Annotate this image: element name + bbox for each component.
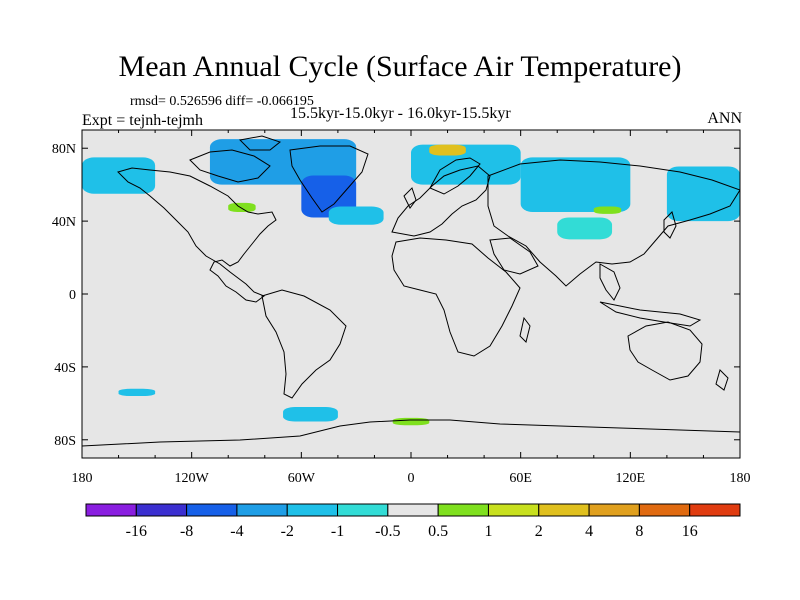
map-background xyxy=(82,130,740,458)
coastline-madagascar xyxy=(519,316,531,343)
coastline-greenland xyxy=(289,145,369,213)
coastline-japan xyxy=(663,211,677,239)
coastline-indonesia xyxy=(599,301,702,327)
period-label: 15.5kyr-15.0kyr - 16.0kyr-15.5kyr xyxy=(290,105,511,122)
colorbar-label-5: -0.5 xyxy=(375,523,400,540)
x-tick-label-5: 120E xyxy=(616,471,646,486)
anomaly-region-8 xyxy=(228,202,256,212)
y-tick-label-1: 40N xyxy=(52,215,76,230)
colorbar-box-2 xyxy=(186,503,238,517)
colorbar-label-10: 8 xyxy=(635,523,643,540)
experiment-label: Expt = tejnh-tejmh xyxy=(82,112,203,129)
colorbar-box-12 xyxy=(689,503,741,517)
anomaly-layer xyxy=(82,139,740,426)
coastline-uk xyxy=(403,187,417,209)
anomaly-region-7 xyxy=(82,157,156,194)
coastline-asia xyxy=(487,159,740,287)
colorbar-box-8 xyxy=(487,503,540,517)
anomaly-region-13 xyxy=(392,417,430,426)
x-tick-label-0: 180 xyxy=(72,471,93,486)
coastline-indochina xyxy=(599,263,621,301)
colorbar-label-9: 4 xyxy=(585,523,593,540)
anomaly-region-11 xyxy=(283,406,338,422)
coastline-south-america xyxy=(261,289,347,399)
x-tick-label-2: 60W xyxy=(288,471,316,486)
anomaly-region-2 xyxy=(328,206,384,225)
colorbar-box-6 xyxy=(387,503,439,517)
x-axis: 180 120W 60W 0 60E 120E 180 xyxy=(72,130,751,486)
anomaly-region-0 xyxy=(209,139,357,185)
colorbar-box-9 xyxy=(538,503,590,517)
colorbar-box-3 xyxy=(236,503,288,517)
anomaly-region-9 xyxy=(593,206,622,214)
anomaly-region-3 xyxy=(411,144,521,185)
anomaly-region-5 xyxy=(557,217,613,240)
rmsd-diff-text: rmsd= 0.526596 diff= -0.066195 xyxy=(130,94,314,109)
colorbar: -16 -8 -4 -2 -1 -0.5 0.5 1 2 4 8 16 xyxy=(85,503,741,540)
colorbar-label-8: 2 xyxy=(535,523,543,540)
colorbar-label-4: -1 xyxy=(331,523,344,540)
coastline-scandinavia xyxy=(429,157,481,195)
colorbar-box-7 xyxy=(437,503,489,517)
season-label: ANN xyxy=(707,110,742,127)
anomaly-region-10 xyxy=(429,144,466,156)
chart-title: Mean Annual Cycle (Surface Air Temperatu… xyxy=(118,50,682,83)
coastline-australia xyxy=(627,321,703,381)
colorbar-label-2: -4 xyxy=(230,523,243,540)
colorbar-box-5 xyxy=(337,503,389,517)
anomaly-region-6 xyxy=(666,166,740,222)
colorbar-label-6: 0.5 xyxy=(428,523,448,540)
y-axis: 80N 40N 0 40S 80S xyxy=(52,142,740,449)
coastline-arctic-islands xyxy=(189,135,282,183)
x-tick-label-4: 60E xyxy=(509,471,532,486)
colorbar-label-7: 1 xyxy=(484,523,492,540)
coastline-new-zealand xyxy=(715,369,729,391)
colorbar-box-1 xyxy=(135,503,188,517)
x-tick-label-6: 180 xyxy=(730,471,751,486)
y-tick-label-2: 0 xyxy=(69,288,76,303)
x-tick-label-1: 120W xyxy=(175,471,210,486)
coastline-antarctica xyxy=(82,419,740,447)
colorbar-box-4 xyxy=(286,503,339,517)
colorbar-label-0: -16 xyxy=(126,523,147,540)
colorbar-box-0 xyxy=(85,503,137,517)
anomaly-region-12 xyxy=(118,388,156,397)
coastlines xyxy=(82,135,740,447)
colorbar-label-1: -8 xyxy=(180,523,193,540)
y-tick-label-4: 80S xyxy=(54,434,76,449)
y-tick-label-3: 40S xyxy=(54,361,76,376)
coastline-north-america xyxy=(117,167,277,303)
colorbar-box-10 xyxy=(588,503,640,517)
coastline-africa xyxy=(391,237,521,357)
coastline-arabia xyxy=(489,237,539,275)
colorbar-label-3: -2 xyxy=(281,523,294,540)
colorbar-box-11 xyxy=(638,503,691,517)
x-tick-label-3: 0 xyxy=(408,471,415,486)
colorbar-label-11: 16 xyxy=(682,523,698,540)
anomaly-region-4 xyxy=(520,157,631,212)
y-tick-label-0: 80N xyxy=(52,142,76,157)
